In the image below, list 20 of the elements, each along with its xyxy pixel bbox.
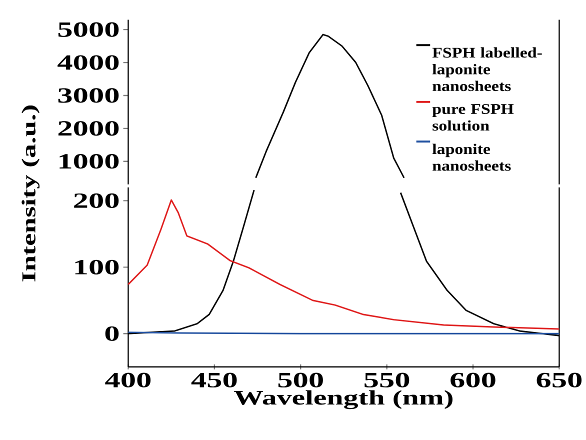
x-tick-label: 450 [191,372,237,388]
x-tick-label: 500 [278,372,323,388]
x-axis-title: Wavelength (nm) [234,390,452,410]
y-tick-label: 3000 [58,88,119,103]
x-tick-label: 550 [364,372,410,388]
y-tick-label: 5000 [58,22,119,37]
y-tick-label: 1000 [60,154,119,169]
x-tick-label: 600 [450,372,496,388]
y-tick-label: 2000 [58,121,119,136]
x-tick-label: 650 [536,372,582,388]
legend-label: laponite nanosheets [432,144,511,171]
legend-label: pure FSPH solution [432,104,514,131]
y-axis-title: Intensity (a.u.) [22,106,40,282]
line-series [255,34,405,179]
y-tick-label: 4000 [58,55,119,70]
y-tick-label: 100 [75,260,119,275]
legend-label: FSPH labelled-laponite nanosheets [432,47,542,92]
x-tick-label: 400 [105,372,151,388]
y-tick-label: 0 [105,326,119,341]
y-tick-label: 200 [74,193,119,208]
